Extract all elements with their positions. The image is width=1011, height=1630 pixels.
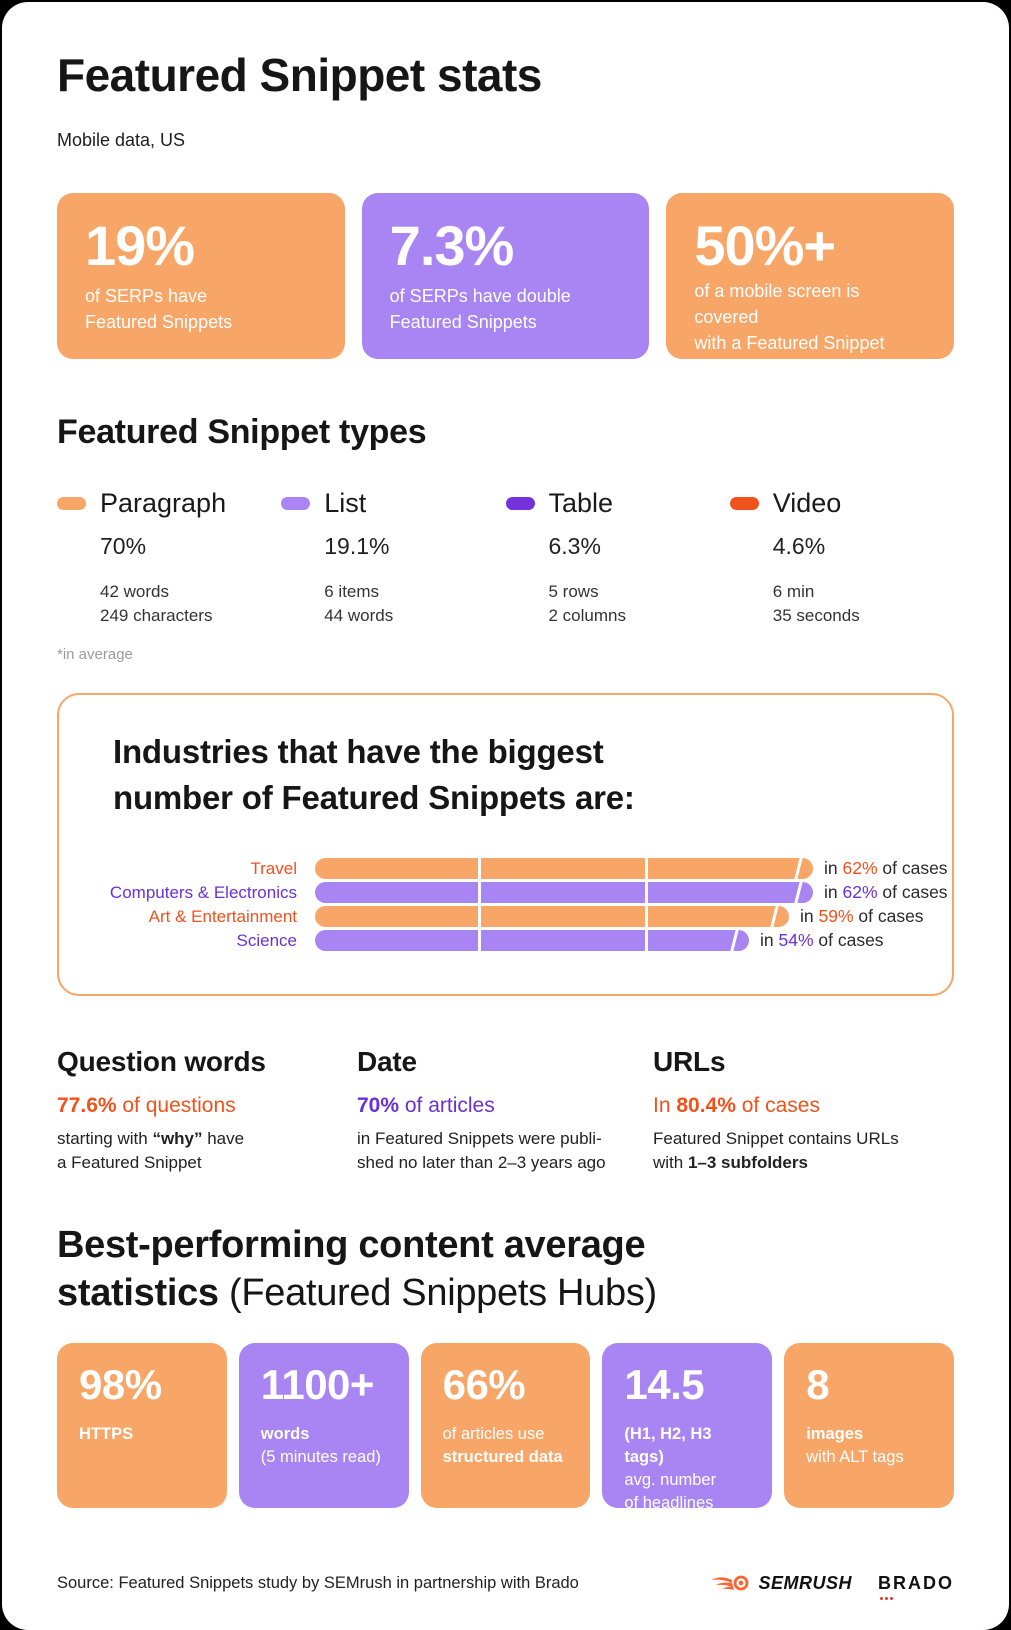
type-percent: 70% bbox=[100, 533, 147, 559]
best-card-images: 8 images with ALT tags bbox=[784, 1343, 954, 1509]
hero-card-label: of SERPs have double Featured Snippets bbox=[389, 286, 571, 332]
chart-category-label: Art & Entertainment bbox=[148, 906, 297, 926]
best-card-headlines: 14.5 (H1, H2, H3 tags) avg. number of head… bbox=[602, 1343, 773, 1512]
video-swatch-icon bbox=[729, 497, 759, 510]
hero-card-mobile-screen: 50%+ of a mobile screen is covered with a… bbox=[666, 193, 955, 359]
hero-card-double-serps: 7.3% of SERPs have double Featured Snippe… bbox=[361, 193, 650, 359]
hero-card-label: of a mobile screen is covered with a Feat… bbox=[694, 281, 885, 353]
types-section-heading: Featured Snippet types bbox=[57, 413, 427, 451]
brado-logo: BRADO bbox=[878, 1573, 954, 1600]
chart-category-label: Travel bbox=[250, 858, 297, 878]
best-card-label: images with ALT tags bbox=[806, 1425, 904, 1467]
fact-heading: Question words bbox=[57, 1046, 266, 1078]
best-section-heading: Best-performing content average statisti… bbox=[57, 1224, 657, 1315]
type-name: List bbox=[324, 488, 367, 518]
best-card-value: 8 bbox=[806, 1361, 830, 1409]
fact-date: Date 70% of articles in Featured Snippet… bbox=[357, 1046, 653, 1175]
facts-row: Question words 77.6% of questions starti… bbox=[57, 1046, 954, 1175]
type-name: Table bbox=[548, 488, 614, 518]
fact-body: in Featured Snippets were publi-shed no … bbox=[357, 1129, 606, 1173]
type-name: Paragraph bbox=[100, 488, 227, 518]
type-percent: 19.1% bbox=[324, 533, 390, 559]
type-item-list: List 19.1% 6 items 44 words bbox=[281, 488, 505, 628]
best-card-label: words (5 minutes read) bbox=[260, 1425, 381, 1467]
chart-row-travel: Travel in 62% of cases bbox=[87, 857, 948, 881]
best-card-value: 98% bbox=[79, 1361, 162, 1409]
partner-logos: SEMRUSH BRADO bbox=[712, 1572, 954, 1600]
fact-heading: URLs bbox=[653, 1046, 726, 1078]
semrush-wordmark: SEMRUSH bbox=[758, 1572, 852, 1593]
best-card-label: of articles use structured data bbox=[442, 1425, 563, 1467]
fact-heading: Date bbox=[357, 1046, 417, 1078]
hero-card-serps: 19% of SERPs have Featured Snippets bbox=[57, 193, 345, 359]
fact-stat: 70% of articles bbox=[357, 1094, 495, 1118]
best-card-words: 1100+ words (5 minutes read) bbox=[238, 1343, 409, 1509]
hero-card-value: 50%+ bbox=[694, 214, 836, 277]
type-item-table: Table 6.3% 5 rows 2 columns bbox=[505, 488, 730, 628]
page-title: Featured Snippet stats bbox=[57, 49, 542, 101]
industries-bar-chart: Travel in 62% of cases Computers & Elect… bbox=[87, 857, 948, 953]
hero-stats-row: 19% of SERPs have Featured Snippets 7.3% … bbox=[57, 193, 955, 359]
chart-annotation: in 54% of cases bbox=[760, 930, 884, 951]
brado-dots-icon bbox=[880, 1596, 893, 1600]
type-details: 6 items 44 words bbox=[324, 582, 394, 625]
chart-category-label: Science bbox=[236, 930, 297, 950]
semrush-flame-icon bbox=[712, 1575, 749, 1591]
hero-card-value: 19% bbox=[85, 214, 195, 277]
best-card-https: 98% HTTPS bbox=[57, 1343, 227, 1509]
chart-bar bbox=[315, 929, 749, 953]
best-card-label: (H1, H2, H3 tags) avg. number of headlines bbox=[624, 1425, 717, 1513]
chart-bar bbox=[315, 881, 813, 905]
industries-panel: Industries that have the biggest number o… bbox=[57, 693, 954, 997]
chart-annotation: in 62% of cases bbox=[824, 882, 948, 903]
type-item-paragraph: Paragraph 70% 42 words 249 characters bbox=[57, 488, 281, 628]
best-card-structured-data: 66% of articles use structured data bbox=[420, 1343, 591, 1509]
type-percent: 6.3% bbox=[548, 533, 601, 559]
chart-annotation: in 62% of cases bbox=[824, 858, 948, 879]
type-details: 5 rows 2 columns bbox=[548, 582, 626, 625]
fact-urls: URLs In 80.4% of cases Featured Snippet … bbox=[653, 1046, 954, 1175]
fact-stat: In 80.4% of cases bbox=[653, 1094, 820, 1118]
best-stats-row: 98% HTTPS 1100+ words (5 minutes read) 66… bbox=[57, 1343, 954, 1512]
hero-card-label: of SERPs have Featured Snippets bbox=[85, 286, 233, 332]
best-card-label: HTTPS bbox=[79, 1425, 134, 1444]
chart-bar bbox=[315, 857, 813, 881]
type-details: 42 words 249 characters bbox=[100, 582, 213, 625]
fact-stat: 77.6% of questions bbox=[57, 1094, 236, 1118]
industries-heading: Industries that have the biggest number o… bbox=[113, 733, 635, 816]
semrush-logo: SEMRUSH bbox=[712, 1572, 852, 1594]
hero-card-value: 7.3% bbox=[389, 214, 515, 277]
source-text: Source: Featured Snippets study by SEMru… bbox=[57, 1573, 579, 1592]
fact-body: starting with “why” have a Featured Snip… bbox=[57, 1129, 245, 1173]
table-swatch-icon bbox=[505, 497, 535, 510]
list-swatch-icon bbox=[281, 497, 311, 510]
average-footnote: *in average bbox=[57, 646, 133, 663]
type-name: Video bbox=[772, 488, 842, 518]
fact-body: Featured Snippet contains URLs with 1–3 … bbox=[653, 1129, 899, 1173]
type-details: 6 min 35 seconds bbox=[772, 582, 860, 625]
footer: Source: Featured Snippets study by SEMru… bbox=[57, 1572, 954, 1600]
best-card-value: 66% bbox=[442, 1361, 526, 1409]
types-grid: Paragraph 70% 42 words 249 characters Lis… bbox=[57, 488, 954, 628]
chart-row-computers-electronics: Computers & Electronics in 62% of cases bbox=[87, 881, 948, 905]
fact-question-words: Question words 77.6% of questions starti… bbox=[57, 1046, 357, 1175]
chart-row-art-entertainment: Art & Entertainment in 59% of cases bbox=[87, 905, 924, 929]
best-card-value: 1100+ bbox=[260, 1361, 375, 1409]
page-subtitle: Mobile data, US bbox=[57, 130, 186, 150]
paragraph-swatch-icon bbox=[57, 497, 86, 510]
type-item-video: Video 4.6% 6 min 35 seconds bbox=[729, 488, 954, 628]
chart-category-label: Computers & Electronics bbox=[109, 882, 297, 902]
chart-row-science: Science in 54% of cases bbox=[87, 929, 924, 953]
chart-annotation: in 59% of cases bbox=[800, 906, 924, 927]
best-card-value: 14.5 bbox=[624, 1361, 705, 1409]
chart-bar bbox=[315, 905, 789, 929]
type-percent: 4.6% bbox=[772, 533, 826, 559]
